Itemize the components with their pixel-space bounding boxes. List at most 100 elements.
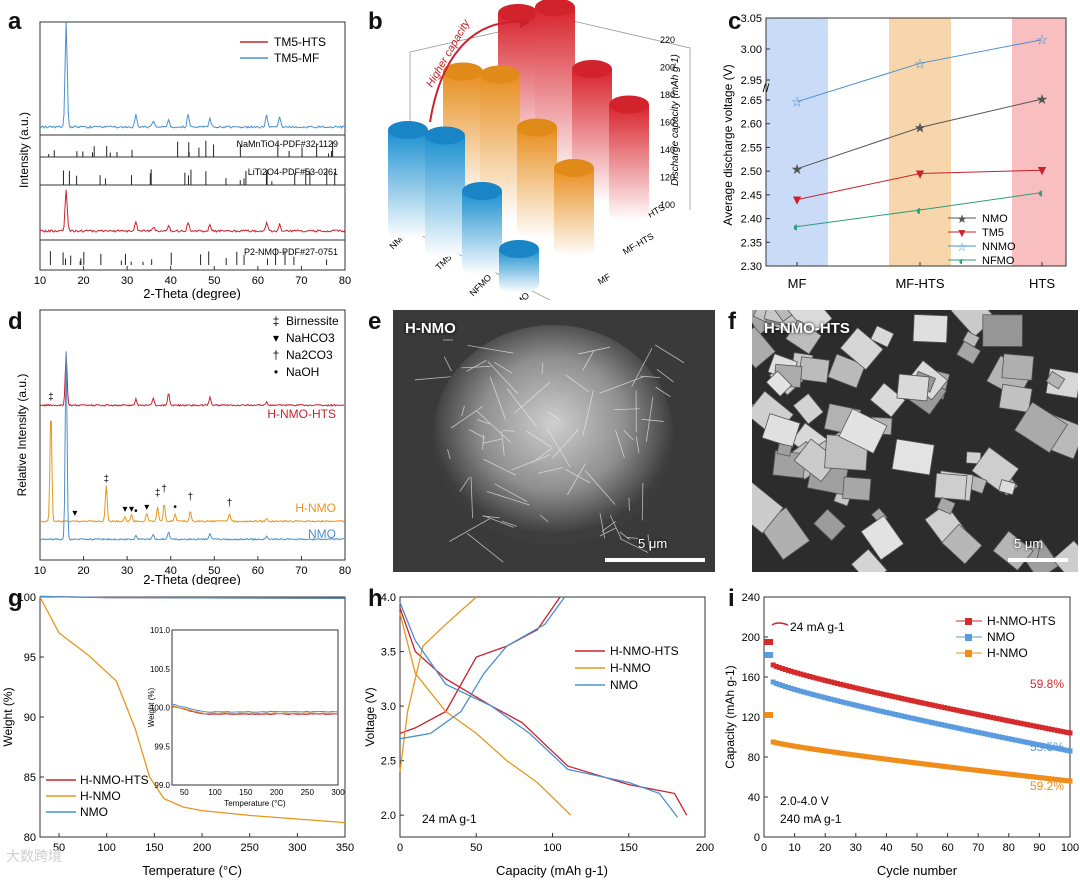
series-label: H-NMO bbox=[295, 501, 336, 515]
chart-h-ytick-label: 2.5 bbox=[381, 756, 396, 768]
chart-d-xtick-label: 20 bbox=[77, 565, 89, 577]
sem-f-scale-label: 5 μm bbox=[1014, 536, 1043, 551]
chart-d-xtick-label: 40 bbox=[165, 565, 177, 577]
legend-marker bbox=[965, 634, 972, 641]
legend-label: Birnessite bbox=[286, 314, 339, 328]
bar3d-body bbox=[554, 168, 594, 257]
chart-a-xtick-label: 40 bbox=[165, 275, 177, 287]
panel-label-h: h bbox=[368, 585, 383, 613]
chart-i-xtick-label: 50 bbox=[911, 842, 923, 854]
legend-label: H-NMO-HTS bbox=[987, 614, 1056, 628]
point-nmo: ★ bbox=[914, 120, 927, 136]
legend-label: H-NMO bbox=[987, 646, 1028, 660]
sem-crystal bbox=[999, 384, 1032, 412]
chart-c-ytick-label: 2.60 bbox=[741, 119, 762, 131]
phase-marker: ▾ bbox=[144, 502, 149, 513]
sem-crystal bbox=[913, 314, 948, 342]
sem-f-title: H-NMO-HTS bbox=[764, 320, 850, 337]
reference-label: NaMnTiO4-PDF#32-1129 bbox=[236, 139, 338, 149]
phase-marker: • bbox=[173, 502, 177, 513]
sem-crystal bbox=[935, 473, 967, 500]
bar3d-nfmo-mf-hts bbox=[517, 119, 557, 240]
series-h-nmo-ch bbox=[400, 597, 476, 772]
chart-h-xtick-label: 200 bbox=[696, 842, 714, 854]
inset-xtick-label: 50 bbox=[180, 788, 189, 797]
panel-label-g: g bbox=[8, 585, 23, 613]
bar3d-top bbox=[462, 182, 502, 200]
annotation-arrow bbox=[772, 623, 788, 625]
retention-label: 59.8% bbox=[1030, 677, 1064, 691]
axis-break: // bbox=[763, 81, 770, 95]
series-h-nmo-hts-dis bbox=[400, 608, 687, 815]
panel-label-e: e bbox=[368, 308, 381, 336]
chart-d-xtick-label: 50 bbox=[208, 565, 220, 577]
chart-c-ytick-label: 2.55 bbox=[741, 142, 762, 154]
reference-label: P2-NMO-PDF#27-0751 bbox=[244, 247, 338, 257]
series-label: NMO bbox=[308, 527, 336, 541]
series-tm5-hts bbox=[40, 190, 345, 232]
chart-d-xtick-label: 60 bbox=[252, 565, 264, 577]
chart-i-xtick-label: 30 bbox=[850, 842, 862, 854]
chart-c-xtick-label: HTS bbox=[1029, 276, 1055, 291]
chart-g-ytick-label: 80 bbox=[24, 832, 36, 844]
chart-i-xtick-label: 20 bbox=[819, 842, 831, 854]
sem-crystal bbox=[897, 374, 929, 401]
chart-d: Relative Intensity (a.u.) 2-Theta (degre… bbox=[0, 300, 360, 585]
chart-g-xtick-label: 250 bbox=[241, 842, 259, 854]
chart-c-ytick-label: 3.05 bbox=[741, 13, 762, 25]
phase-marker: • bbox=[134, 506, 138, 517]
legend-marker: ☆ bbox=[957, 240, 968, 254]
chart-h-ylabel: Voltage (V) bbox=[363, 687, 377, 746]
chart-c-ytick-label: 2.95 bbox=[741, 75, 762, 87]
inset-xtick-label: 100 bbox=[208, 788, 222, 797]
series-label: H-NMO-HTS bbox=[267, 407, 336, 421]
legend-label: TM5-MF bbox=[274, 51, 319, 65]
chart-g-xtick-label: 150 bbox=[145, 842, 163, 854]
phase-marker: † bbox=[188, 492, 194, 503]
chart-c-ytick-label: 2.40 bbox=[741, 214, 762, 226]
chart-g-ytick-label: 90 bbox=[24, 712, 36, 724]
chart-i-xtick-label: 70 bbox=[972, 842, 984, 854]
legend-marker: † bbox=[273, 348, 280, 362]
point-nnmo: ☆ bbox=[914, 55, 927, 71]
bar3d-top bbox=[388, 121, 428, 139]
chart-i-ylabel: Capacity (mAh g-1) bbox=[723, 665, 737, 768]
legend-label: TM5-HTS bbox=[274, 35, 326, 49]
chart-i-ytick-label: 200 bbox=[742, 632, 760, 644]
sem-e-scale-label: 5 μm bbox=[638, 536, 667, 551]
bar3d-nnmo-hts bbox=[609, 96, 649, 222]
panel-label-d: d bbox=[8, 308, 23, 336]
legend-label: NMO bbox=[610, 678, 638, 692]
chart-c-ytick-label: 3.00 bbox=[741, 44, 762, 56]
point-nmo: ★ bbox=[1036, 91, 1049, 107]
bar3d-tm5-mf bbox=[425, 127, 465, 258]
panel-label-f: f bbox=[728, 308, 736, 336]
panel-b: b 100120140160180200220NMOTM5NFMONNMOMFM… bbox=[360, 0, 720, 300]
bar3d-top bbox=[554, 159, 594, 177]
chart-g-xtick-label: 200 bbox=[193, 842, 211, 854]
chart-d-ylabel: Relative Intensity (a.u.) bbox=[15, 374, 29, 497]
chart-a-xtick-label: 70 bbox=[295, 275, 307, 287]
point-nfmo: ◐ bbox=[793, 219, 801, 235]
chart-i-ytick-label: 80 bbox=[748, 752, 760, 764]
chart-i-annotation-rate: 24 mA g-1 bbox=[790, 620, 845, 634]
bar3d-top bbox=[517, 119, 557, 137]
legend-label: NFMO bbox=[982, 255, 1015, 267]
bar3d-body bbox=[609, 105, 649, 222]
legend-label: H-NMO bbox=[610, 661, 651, 675]
chart-g-ytick-label: 85 bbox=[24, 772, 36, 784]
point-tm5: ▼ bbox=[913, 166, 927, 182]
bar3d-top bbox=[480, 66, 520, 84]
chart-a-xtick-label: 30 bbox=[121, 275, 133, 287]
chart-d-xlabel: 2-Theta (degree) bbox=[143, 572, 241, 585]
chart-c-ytick-label: 2.50 bbox=[741, 166, 762, 178]
inset-ytick-label: 101.0 bbox=[150, 626, 171, 635]
inset-ytick-label: 99.0 bbox=[154, 781, 170, 790]
sem-e-title: H-NMO bbox=[405, 320, 456, 337]
chart-g-ytick-label: 95 bbox=[24, 652, 36, 664]
